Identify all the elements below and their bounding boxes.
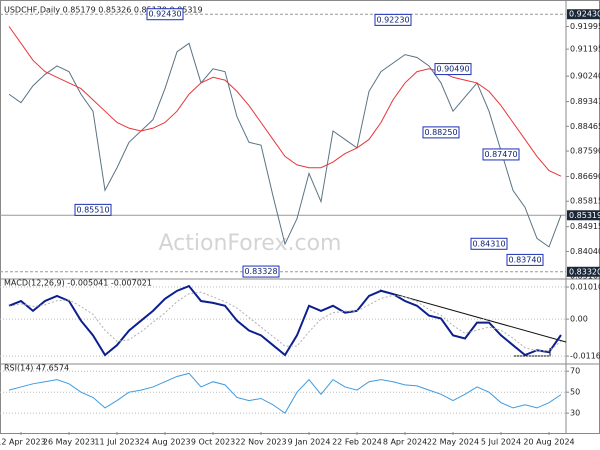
x-tick-label: 22 Nov 2023 [235,438,286,447]
price-level-label: 0.83320 [569,267,600,276]
annotation-box [146,8,184,21]
annotation-label: 0.84310 [472,239,505,248]
frame [0,0,600,434]
y-tick-label: 0.87590 [570,147,600,156]
y-tick-label: 0.91995 [570,22,600,31]
annotation-box [422,126,460,139]
annotation-box [434,63,472,76]
x-tick-label: 22 May 2024 [427,438,479,447]
x-tick-label: 22 Feb 2024 [332,438,382,447]
series-line [8,372,562,414]
annotation-box [506,253,544,266]
price-level-box [567,266,600,277]
y-tick-label: 0.86690 [570,172,600,181]
annotation-box [242,265,280,278]
price-level-box [567,9,600,20]
x-tick-label: 9 Jan 2024 [288,438,331,447]
annotation-box [74,203,112,216]
price-level-label: 0.92430 [569,10,600,19]
series-line [8,26,562,177]
annotation-label: 0.90490 [436,65,469,74]
x-tick-label: 8 Apr 2024 [383,438,427,447]
annotation-label: 0.83328 [244,267,277,276]
series-line [8,42,562,248]
annotation-label: 0.92430 [148,10,181,19]
y-tick-label: 0.90240 [570,72,600,81]
price-level-label: 0.85319 [569,211,600,220]
y-tick-label: 70 [570,367,580,376]
annotation-box [374,13,412,26]
y-tick-label: 30 [570,409,580,418]
y-tick-label: 50 [570,388,580,397]
y-tick-label: 0.010101 [570,283,600,292]
panel-title: USDCHF,Daily 0.85179 0.85326 0.85170 0.8… [4,6,203,15]
y-tick-label: 0.85815 [570,197,600,206]
watermark: ActionForex.com [159,231,342,256]
panel-title: RSI(14) 47.6574 [4,364,69,373]
y-tick-label: 0.89341 [570,97,600,106]
y-tick-label: -0.011645 [570,352,600,361]
annotation-box [470,237,508,250]
x-tick-label: 12 Apr 2023 [0,438,46,447]
annotation-box [482,148,520,161]
price-level-box [567,210,600,221]
x-tick-label: 5 Jul 2024 [481,438,521,447]
x-tick-label: 9 Oct 2023 [191,438,235,447]
panel-title: MACD(12,26,9) -0.005041 -0.007021 [4,279,152,288]
annotation-label: 0.88250 [424,128,457,137]
y-tick-label: 0.84040 [570,247,600,256]
x-tick-label: 26 May 2023 [43,438,95,447]
y-tick-label: 0.91195 [570,45,600,54]
y-tick-label: 0.88465 [570,122,600,131]
annotation-label: 0.85510 [76,205,109,214]
y-tick-label: 0.00 [570,315,588,324]
annotation-label: 0.92230 [376,15,409,24]
series-line [8,284,562,357]
annotation-label: 0.83740 [508,255,541,264]
x-tick-label: 11 Jul 2023 [94,438,139,447]
x-tick-label: 20 Aug 2024 [523,438,574,447]
trend-line [379,289,567,343]
x-tick-label: 24 Aug 2023 [139,438,190,447]
annotation-label: 0.87470 [484,150,517,159]
y-tick-label: 0.84915 [570,222,600,231]
